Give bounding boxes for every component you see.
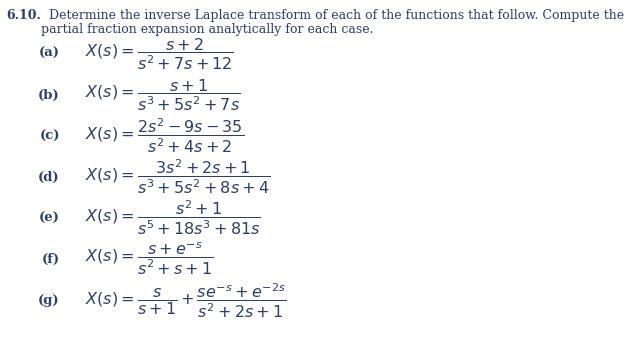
Text: (g): (g) — [38, 294, 60, 307]
Text: partial fraction expansion analytically for each case.: partial fraction expansion analytically … — [41, 23, 374, 35]
Text: $X(s) = \dfrac{3s^2 + 2s + 1}{s^3 + 5s^2 + 8s + 4}$: $X(s) = \dfrac{3s^2 + 2s + 1}{s^3 + 5s^2… — [85, 158, 270, 196]
Text: $X(s) = \dfrac{2s^2 - 9s - 35}{s^2 + 4s + 2}$: $X(s) = \dfrac{2s^2 - 9s - 35}{s^2 + 4s … — [85, 117, 244, 155]
Text: (f): (f) — [42, 253, 60, 266]
Text: $X(s) = \dfrac{s + 2}{s^2 + 7s + 12}$: $X(s) = \dfrac{s + 2}{s^2 + 7s + 12}$ — [85, 36, 234, 72]
Text: 6.10.: 6.10. — [6, 9, 41, 22]
Text: $X(s) = \dfrac{s}{s + 1} + \dfrac{se^{-s} + e^{-2s}}{s^2 + 2s + 1}$: $X(s) = \dfrac{s}{s + 1} + \dfrac{se^{-s… — [85, 281, 287, 319]
Text: $X(s) = \dfrac{s + 1}{s^3 + 5s^2 + 7s}$: $X(s) = \dfrac{s + 1}{s^3 + 5s^2 + 7s}$ — [85, 77, 241, 113]
Text: (e): (e) — [39, 212, 60, 225]
Text: (b): (b) — [38, 88, 60, 102]
Text: (c): (c) — [39, 129, 60, 143]
Text: $X(s) = \dfrac{s + e^{-s}}{s^2 + s + 1}$: $X(s) = \dfrac{s + e^{-s}}{s^2 + s + 1}$ — [85, 241, 214, 277]
Text: $X(s) = \dfrac{s^2 + 1}{s^5 + 18s^3 + 81s}$: $X(s) = \dfrac{s^2 + 1}{s^5 + 18s^3 + 81… — [85, 199, 261, 237]
Text: Determine the inverse Laplace transform of each of the functions that follow. Co: Determine the inverse Laplace transform … — [41, 9, 624, 22]
Text: (a): (a) — [39, 47, 60, 61]
Text: (d): (d) — [38, 171, 60, 184]
